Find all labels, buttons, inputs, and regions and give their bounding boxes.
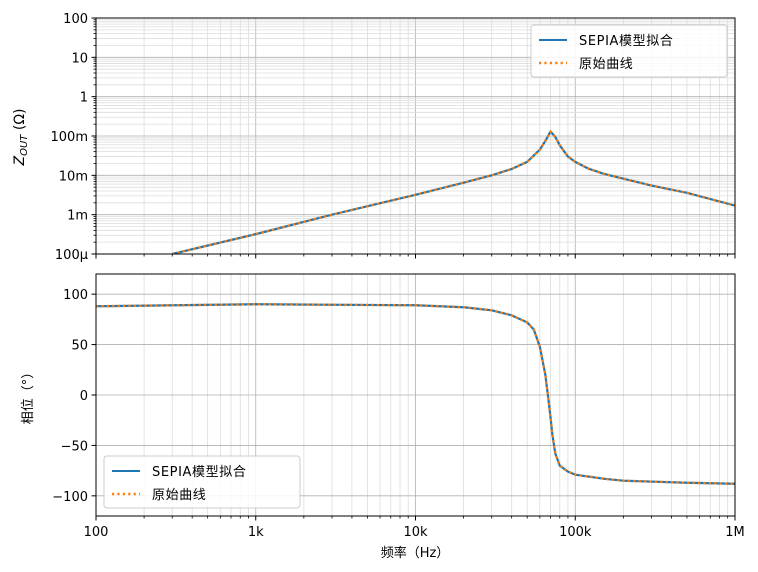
y-axis-label-unit: (Ω) [12,109,28,135]
y-axis-label: ZOUT (Ω) [12,109,30,167]
y-tick-label: 1 [80,91,88,106]
legend-box [530,24,728,78]
series-line-original [171,130,735,254]
y-tick-label: 50 [71,339,88,354]
y-tick-label: 100 [63,12,88,27]
y-tick-label: −100 [52,490,88,505]
x-tick-label: 10k [403,525,428,540]
y-axis-label-subscript: OUT [19,134,30,156]
series-group [96,303,735,485]
y-tick-label: 0 [80,389,88,404]
x-tick-label: 1k [248,525,264,540]
y-tick-label: 10 [71,51,88,66]
legend-box [103,455,301,509]
series-line-fit [96,303,735,485]
x-tick-label: 1M [725,525,745,540]
legend-label: SEPIA模型拟合 [579,34,673,49]
y-axis-label: 相位（°） [21,366,36,425]
series-group [171,130,735,254]
legend-label: 原始曲线 [152,488,206,503]
x-tick-label: 100 [84,525,109,540]
legend-label: SEPIA模型拟合 [152,465,246,480]
y-tick-label: 1m [67,209,88,224]
y-axis-label-main: Z [12,155,28,166]
y-tick-label: 100μ [55,248,88,263]
legend-label: 原始曲线 [579,57,633,72]
phase-chart: 100 1k 10k 100k 1M 100 50 0 −50 −100 相位（°） SEPIA模型拟… [21,273,745,540]
y-tick-label: −50 [61,439,88,454]
x-axis-label: 频率（Hz） [381,545,450,561]
y-tick-label: 100m [51,130,88,145]
y-tick-label: 10m [59,169,88,184]
y-tick-label: 100 [63,288,88,303]
x-tick-label: 100k [559,525,592,540]
